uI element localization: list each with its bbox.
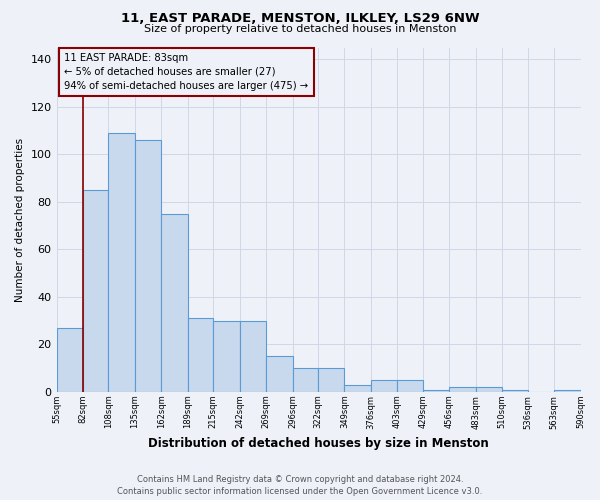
Bar [502,390,527,392]
Bar [476,387,502,392]
Bar [56,328,83,392]
Bar [161,214,188,392]
Bar [371,380,397,392]
Bar [293,368,318,392]
Text: Contains HM Land Registry data © Crown copyright and database right 2024.
Contai: Contains HM Land Registry data © Crown c… [118,474,482,496]
Bar [318,368,344,392]
Text: 11 EAST PARADE: 83sqm
← 5% of detached houses are smaller (27)
94% of semi-detac: 11 EAST PARADE: 83sqm ← 5% of detached h… [64,52,308,90]
Bar [266,356,293,392]
Text: 11, EAST PARADE, MENSTON, ILKLEY, LS29 6NW: 11, EAST PARADE, MENSTON, ILKLEY, LS29 6… [121,12,479,26]
Y-axis label: Number of detached properties: Number of detached properties [15,138,25,302]
Text: Size of property relative to detached houses in Menston: Size of property relative to detached ho… [144,24,456,34]
Bar [239,320,266,392]
Bar [135,140,161,392]
Bar [213,320,239,392]
Bar [554,390,581,392]
Bar [109,133,135,392]
Bar [449,387,476,392]
Bar [423,390,449,392]
Bar [344,385,371,392]
Bar [188,318,213,392]
Bar [83,190,109,392]
Bar [397,380,423,392]
X-axis label: Distribution of detached houses by size in Menston: Distribution of detached houses by size … [148,437,489,450]
